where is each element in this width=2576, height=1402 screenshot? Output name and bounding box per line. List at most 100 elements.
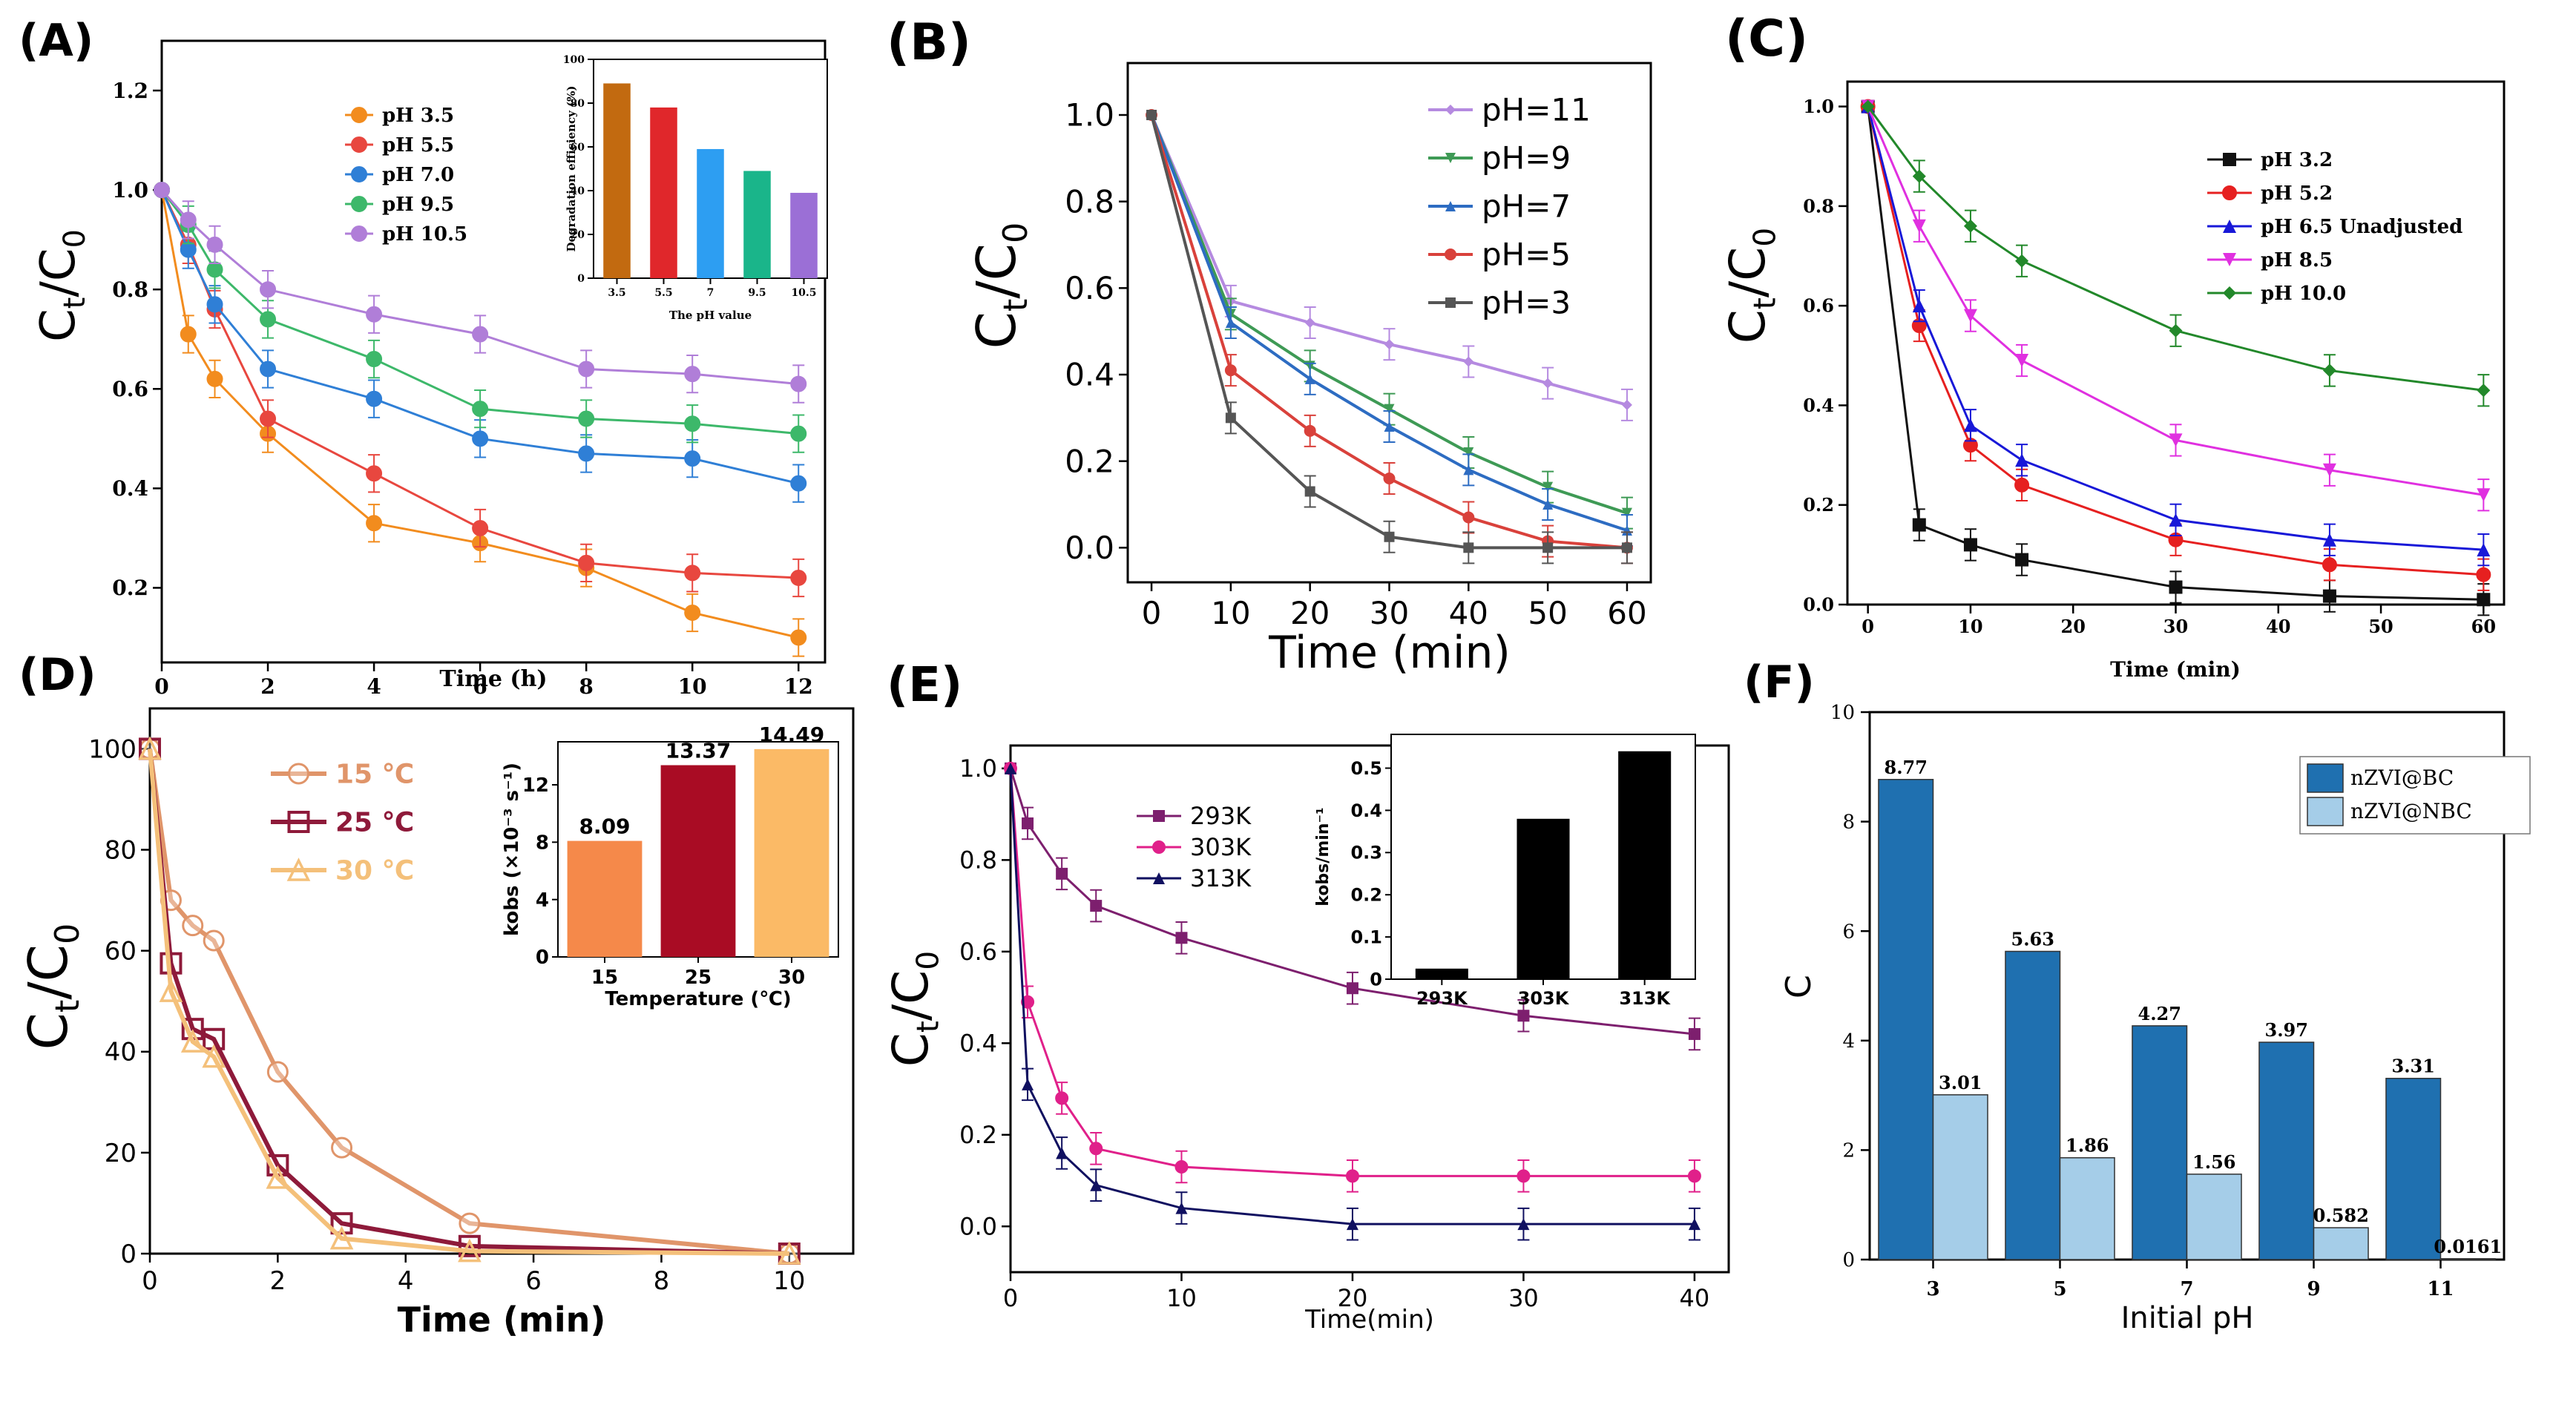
- y-tick-label: 1.2: [112, 79, 148, 103]
- y-tick-label: 0.8: [959, 846, 997, 875]
- data-point: [206, 261, 223, 278]
- bar: [2385, 1077, 2442, 1260]
- y-tick-label: 0.8: [1065, 183, 1114, 220]
- y-tick-label: 2: [1842, 1140, 1855, 1162]
- y-tick-label: 20: [105, 1139, 137, 1168]
- inset-bar: [790, 192, 818, 278]
- series-ph-10-0: [1861, 99, 2491, 407]
- bar-value-label: 8.77: [1885, 757, 1928, 778]
- legend-label: 25 ℃: [335, 808, 414, 838]
- inset-y-tick-label: 60: [571, 142, 585, 154]
- x-tick-label: 0: [1003, 1284, 1018, 1312]
- data-point: [472, 519, 489, 536]
- legend: 15 ℃ 25 ℃ 30 ℃: [271, 760, 414, 886]
- data-point: [1055, 1091, 1069, 1105]
- inset-bar: [660, 765, 736, 957]
- bar: [1932, 1094, 1988, 1260]
- y-tick-label: 0: [1842, 1249, 1855, 1271]
- data-point: [1463, 464, 1474, 475]
- y-axis-label-part: /C: [17, 944, 79, 1000]
- legend-marker: [1445, 249, 1456, 260]
- legend-label: pH 3.5: [382, 105, 454, 127]
- inset-bar: [1517, 818, 1570, 979]
- legend-label: pH=11: [1482, 92, 1591, 128]
- plot-frame: [148, 707, 855, 1255]
- data-point: [2015, 553, 2029, 567]
- y-tick-label: 0.6: [112, 377, 148, 401]
- y-tick-label: 0.2: [1065, 443, 1114, 479]
- x-tick-label: 8: [579, 674, 593, 699]
- x-tick-label: 60: [2471, 616, 2496, 637]
- data-point: [138, 736, 162, 760]
- inset-bar: [567, 840, 643, 957]
- y-tick-label: 0.2: [1803, 494, 1834, 516]
- x-tick-label: 60: [1607, 595, 1646, 631]
- data-point: [578, 361, 595, 378]
- series-ph-3: [1146, 110, 1633, 565]
- y-tick-label: 0.0: [959, 1212, 997, 1240]
- x-tick-label: 50: [2368, 616, 2393, 637]
- legend-marker: [1445, 105, 1456, 115]
- data-point: [1384, 531, 1395, 542]
- x-tick-label: 20: [1290, 595, 1330, 631]
- inset-y-tick-label: 20: [571, 229, 585, 241]
- bar-value-label: 0.582: [2313, 1205, 2369, 1226]
- data-point: [684, 415, 701, 432]
- data-point: [260, 410, 277, 427]
- data-point: [1089, 1142, 1103, 1156]
- legend-label: pH=3: [1482, 285, 1571, 321]
- data-point: [1090, 900, 1103, 912]
- legend-label: 313K: [1190, 864, 1252, 892]
- inset-y-tick-label: 8: [536, 832, 549, 854]
- legend: pH 3.5 pH 5.5 pH 7.0 pH 9.5 pH 10.5: [345, 105, 467, 246]
- data-point: [1022, 1078, 1034, 1090]
- panel-label: (B): [887, 13, 971, 72]
- legend-marker: [1445, 201, 1456, 211]
- legend-label: pH 9.5: [382, 194, 454, 216]
- y-axis-label-part: t: [1747, 297, 1783, 309]
- legend-label: pH 6.5 Unadjusted: [2261, 216, 2462, 238]
- inset-x-tick-label: 30: [778, 967, 805, 989]
- legend-label: pH 5.5: [382, 134, 454, 157]
- data-point: [1912, 169, 1926, 183]
- data-point: [1022, 817, 1034, 829]
- data-point: [260, 281, 277, 298]
- inset-y-tick-label: 12: [522, 774, 549, 797]
- data-point: [260, 311, 277, 328]
- x-tick-label: 40: [1449, 595, 1488, 631]
- inset-value-label: 13.37: [666, 739, 732, 763]
- x-tick-label: 30: [1508, 1284, 1539, 1312]
- y-tick-label: 0.4: [959, 1030, 997, 1058]
- legend: 293K 303K 313K: [1137, 802, 1252, 892]
- y-axis-label: Ct/C0: [31, 229, 92, 342]
- data-point: [1517, 1218, 1530, 1231]
- legend-marker: [351, 107, 367, 123]
- legend-label: pH 10.5: [382, 223, 467, 246]
- x-tick-label: 0: [154, 674, 168, 699]
- panel-b: (B) 0 10 20 30 40 50 60 0.0 0.2 0.4 0.6 0.8 1.0 Time (…: [887, 13, 1652, 679]
- data-point: [1621, 399, 1632, 410]
- x-tick-label: 20: [1338, 1284, 1368, 1312]
- data-point: [1462, 511, 1475, 524]
- data-point: [1542, 481, 1554, 493]
- y-axis-label-part: t: [996, 299, 1035, 312]
- legend-marker: [1445, 153, 1456, 163]
- inset-bar: [1618, 751, 1672, 979]
- x-axis-label: Time (min): [2110, 657, 2241, 682]
- x-tick-label: 10: [1166, 1284, 1197, 1312]
- data-point: [2477, 593, 2491, 607]
- legend-label: pH 8.5: [2261, 249, 2333, 271]
- legend-swatch: [2307, 763, 2344, 793]
- y-tick-label: 100: [88, 734, 137, 764]
- data-point: [2322, 589, 2336, 603]
- x-tick-label: 40: [2266, 616, 2290, 637]
- inset-x-tick-label: 25: [685, 967, 712, 989]
- legend-marker: [351, 196, 367, 212]
- data-point: [684, 565, 701, 582]
- data-point: [366, 515, 383, 532]
- panel-e: (E) 0 10 20 30 40 0.0 0.2 0.4 0.6 0.8 1.0 Time(min) C…: [882, 658, 1730, 1334]
- y-axis-label-part: /C: [31, 248, 86, 297]
- bar: [2132, 1025, 2188, 1260]
- inset-y-tick-label: 0: [536, 947, 549, 969]
